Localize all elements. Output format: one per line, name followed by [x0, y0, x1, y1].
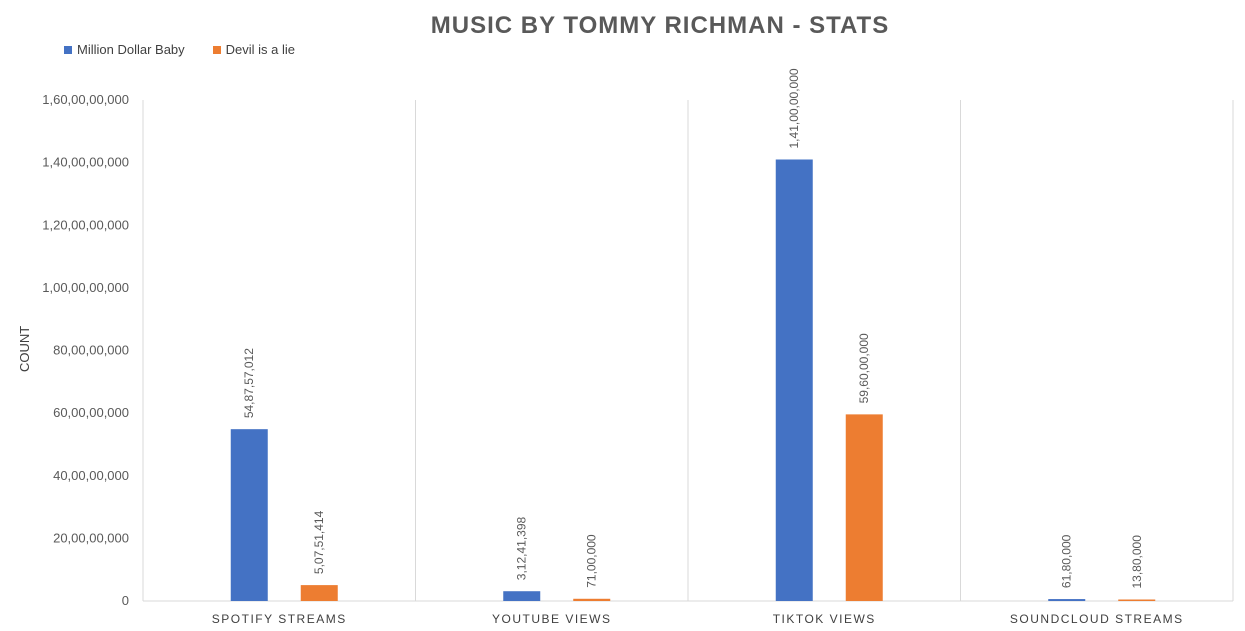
x-tick-label: SOUNDCLOUD STREAMS: [1010, 612, 1184, 626]
data-label: 71,00,000: [585, 534, 599, 588]
y-tick-label: 0: [122, 593, 129, 608]
y-tick-label: 60,00,00,000: [53, 405, 129, 420]
y-tick-label: 1,20,00,00,000: [42, 217, 129, 232]
bar: [1048, 599, 1086, 601]
legend-swatch-series-2: [212, 45, 221, 54]
bar: [503, 591, 541, 601]
y-tick-label: 1,00,00,00,000: [42, 280, 129, 295]
legend-item-series-1: Million Dollar Baby: [64, 42, 185, 57]
bar: [230, 429, 268, 601]
legend: Million Dollar Baby Devil is a lie: [64, 42, 295, 57]
data-label: 59,60,00,000: [857, 333, 871, 403]
data-label: 13,80,000: [1130, 535, 1144, 589]
legend-label-series-1: Million Dollar Baby: [77, 42, 185, 57]
bar: [775, 159, 813, 601]
data-label: 54,87,57,012: [242, 348, 256, 418]
data-label: 3,12,41,398: [515, 516, 529, 580]
legend-swatch-series-1: [64, 45, 72, 54]
chart-title: MUSIC BY TOMMY RICHMAN - STATS: [430, 12, 890, 39]
data-label: 1,41,00,00,000: [787, 68, 801, 148]
y-tick-label: 1,40,00,00,000: [42, 155, 129, 170]
bar: [573, 598, 611, 601]
bar: [845, 414, 883, 601]
y-tick-label: 80,00,00,000: [53, 343, 129, 358]
y-tick-label: 1,60,00,00,000: [42, 92, 129, 107]
x-tick-label: TIKTOK VIEWS: [773, 612, 876, 626]
x-tick-label: YOUTUBE VIEWS: [492, 612, 612, 626]
x-tick-label: SPOTIFY STREAMS: [212, 612, 347, 626]
y-tick-label: 40,00,00,000: [53, 468, 129, 483]
bar: [1118, 599, 1156, 601]
data-label: 5,07,51,414: [312, 510, 326, 574]
legend-label-series-2: Devil is a lie: [225, 42, 296, 57]
data-label: 61,80,000: [1060, 534, 1074, 588]
y-tick-label: 20,00,00,000: [53, 530, 129, 545]
legend-item-series-2: Devil is a lie: [212, 42, 296, 57]
bar: [300, 585, 338, 601]
